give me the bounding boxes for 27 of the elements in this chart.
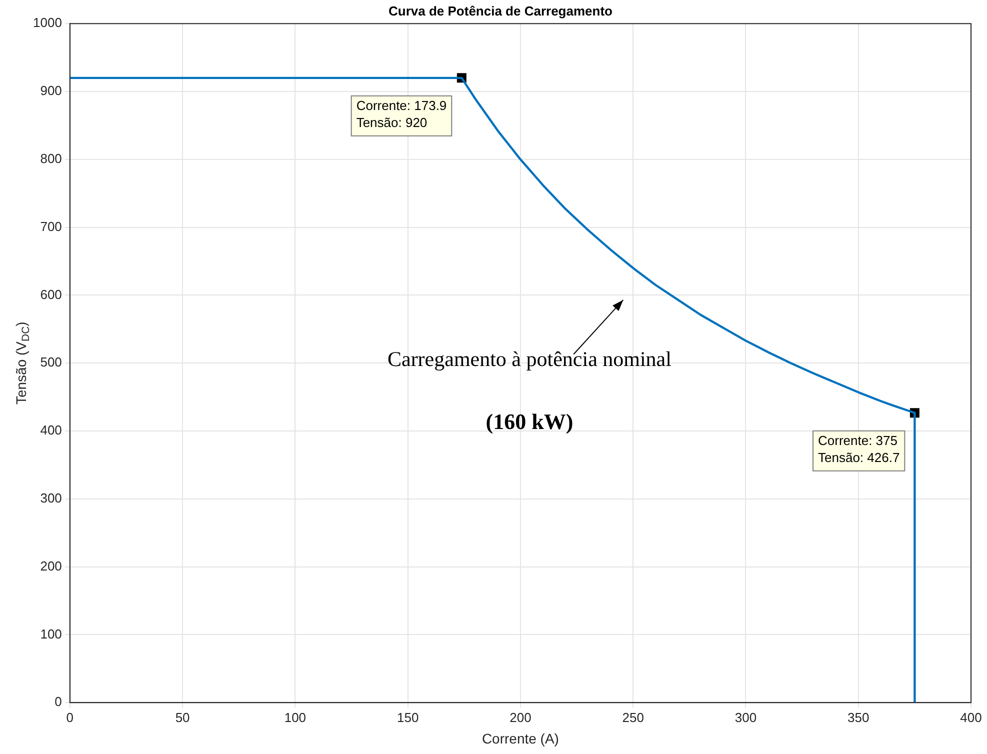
- y-tick-label: 100: [40, 626, 62, 642]
- x-tick-label: 150: [396, 710, 419, 725]
- x-tick-label: 350: [848, 710, 870, 725]
- y-tick-label: 600: [40, 286, 62, 302]
- y-tick-label: 200: [40, 558, 62, 574]
- y-tick-label: 1000: [33, 15, 62, 30]
- x-tick-label: 100: [284, 710, 306, 725]
- x-tick-label: 250: [622, 710, 644, 725]
- annotation: Corrente: 173.9 Tensão: 920: [356, 98, 447, 130]
- x-tick-label: 50: [175, 710, 190, 725]
- x-tick-label: 0: [66, 710, 74, 725]
- chart-title: Curva de Potência de Carregamento: [388, 3, 613, 18]
- y-axis-title: Tensão (VDC): [12, 322, 32, 405]
- x-tick-label: 300: [734, 710, 757, 725]
- y-tick-label: 900: [40, 83, 62, 98]
- annotation: Carregamento à potência nominal: [387, 346, 672, 371]
- y-tick-label: 500: [40, 354, 62, 370]
- annotation: (160 kW): [486, 409, 574, 434]
- y-tick-label: 400: [40, 422, 62, 438]
- x-axis-title: Corrente (A): [482, 730, 559, 746]
- annotation: Corrente: 375 Tensão: 426.7: [818, 432, 900, 465]
- x-tick-label: 200: [510, 710, 532, 725]
- y-tick-label: 700: [40, 218, 62, 234]
- y-tick-label: 800: [40, 150, 62, 166]
- x-tick-label: 400: [960, 710, 982, 725]
- y-tick-label: 0: [54, 694, 62, 710]
- y-tick-label: 300: [40, 490, 62, 506]
